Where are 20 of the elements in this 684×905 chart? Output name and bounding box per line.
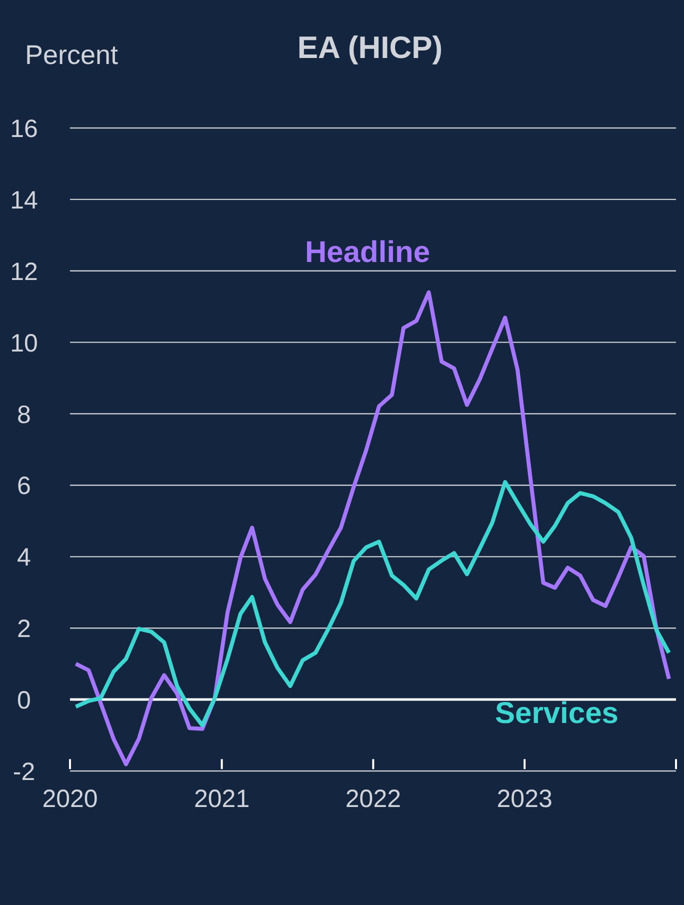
y-tick-label: 16 <box>10 115 38 143</box>
series-label: Headline <box>305 236 430 270</box>
y-axis-title: Percent <box>25 40 118 71</box>
y-tick-label: 12 <box>10 258 38 286</box>
line-series <box>74 480 671 728</box>
y-tick-label: 4 <box>17 544 32 572</box>
y-tick-label: 10 <box>10 329 38 358</box>
x-tick-label: 2023 <box>496 785 552 813</box>
x-tick-label: 2020 <box>42 785 98 813</box>
y-tick-label: 14 <box>10 186 38 214</box>
y-tick-label: 6 <box>17 472 31 500</box>
line-series <box>74 290 671 766</box>
text: Services <box>495 697 618 731</box>
y-tick-label: 2 <box>17 615 31 644</box>
chart-title: EA (HICP) <box>296 30 444 66</box>
x-tick-label: 2021 <box>194 785 250 813</box>
y-tick-label: -2 <box>12 758 36 786</box>
x-tick-label: 2022 <box>345 785 402 813</box>
y-tick-label: 0 <box>17 686 31 715</box>
y-tick-label: 8 <box>17 400 31 429</box>
